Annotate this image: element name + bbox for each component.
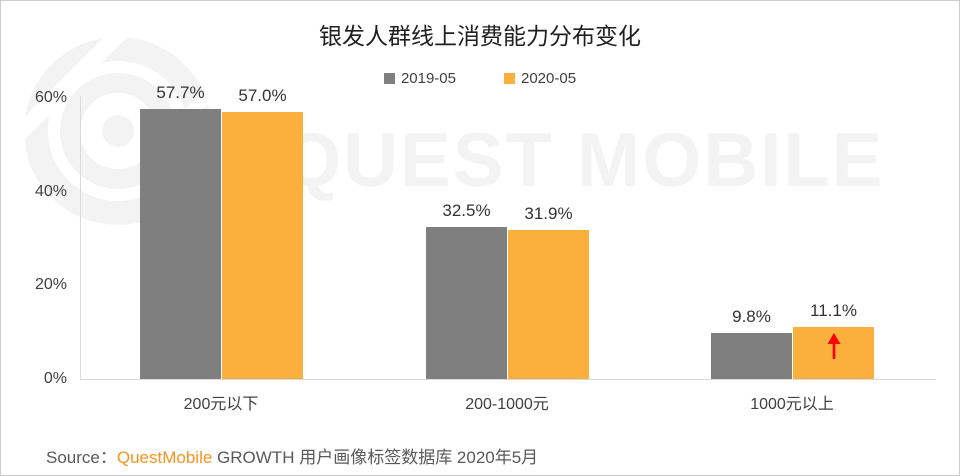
bar-value-label: 31.9% — [524, 203, 573, 223]
bar-2019-05-2 — [711, 333, 792, 379]
y-axis-tick-label: 0% — [43, 370, 67, 387]
bar-value-label: 57.0% — [238, 86, 287, 106]
source-description: GROWTH 用户画像标签数据库 2020年5月 — [212, 448, 539, 467]
y-axis-tick-label: 40% — [34, 182, 67, 200]
y-axis-line — [80, 96, 81, 379]
increase-arrow-icon — [827, 333, 840, 359]
legend-item-2020-05: 2020-05 — [504, 70, 576, 87]
bar-value-label: 32.5% — [442, 200, 491, 220]
bar-2020-05-1 — [508, 229, 589, 379]
y-axis-tick-label: 60% — [34, 89, 67, 106]
legend-item-2019-05: 2019-05 — [383, 70, 456, 87]
bar-value-label: 9.8% — [732, 307, 771, 327]
bar-value-label: 57.7% — [156, 82, 205, 102]
legend-swatch-2020-icon — [504, 73, 515, 84]
source-label: Source： — [46, 448, 117, 467]
x-axis-category-label: 200元以下 — [183, 396, 259, 413]
y-axis-tick-label: 20% — [34, 276, 67, 294]
bar-value-label: 11.1% — [810, 301, 857, 320]
x-axis-line — [80, 379, 936, 380]
bar-2020-05-0 — [222, 112, 303, 379]
source-brand: QuestMobile — [116, 448, 213, 467]
x-axis-category-label: 200-1000元 — [465, 396, 549, 413]
x-axis-category-label: 1000元以上 — [750, 396, 834, 413]
chart-legend: 2019-05 2020-05 — [1, 70, 959, 87]
legend-label: 2019-05 — [400, 70, 456, 87]
chart-title: 银发人群线上消费能力分布变化 — [319, 23, 641, 49]
source-note: Source：QuestMobile GROWTH 用户画像标签数据库 2020… — [46, 443, 538, 468]
bar-2019-05-1 — [426, 226, 507, 379]
questmobile-text-watermark: QUEST MOBILE — [282, 118, 885, 203]
legend-swatch-2019-icon — [383, 73, 395, 84]
legend-label: 2020-05 — [521, 70, 577, 87]
bar-2019-05-0 — [140, 108, 221, 379]
